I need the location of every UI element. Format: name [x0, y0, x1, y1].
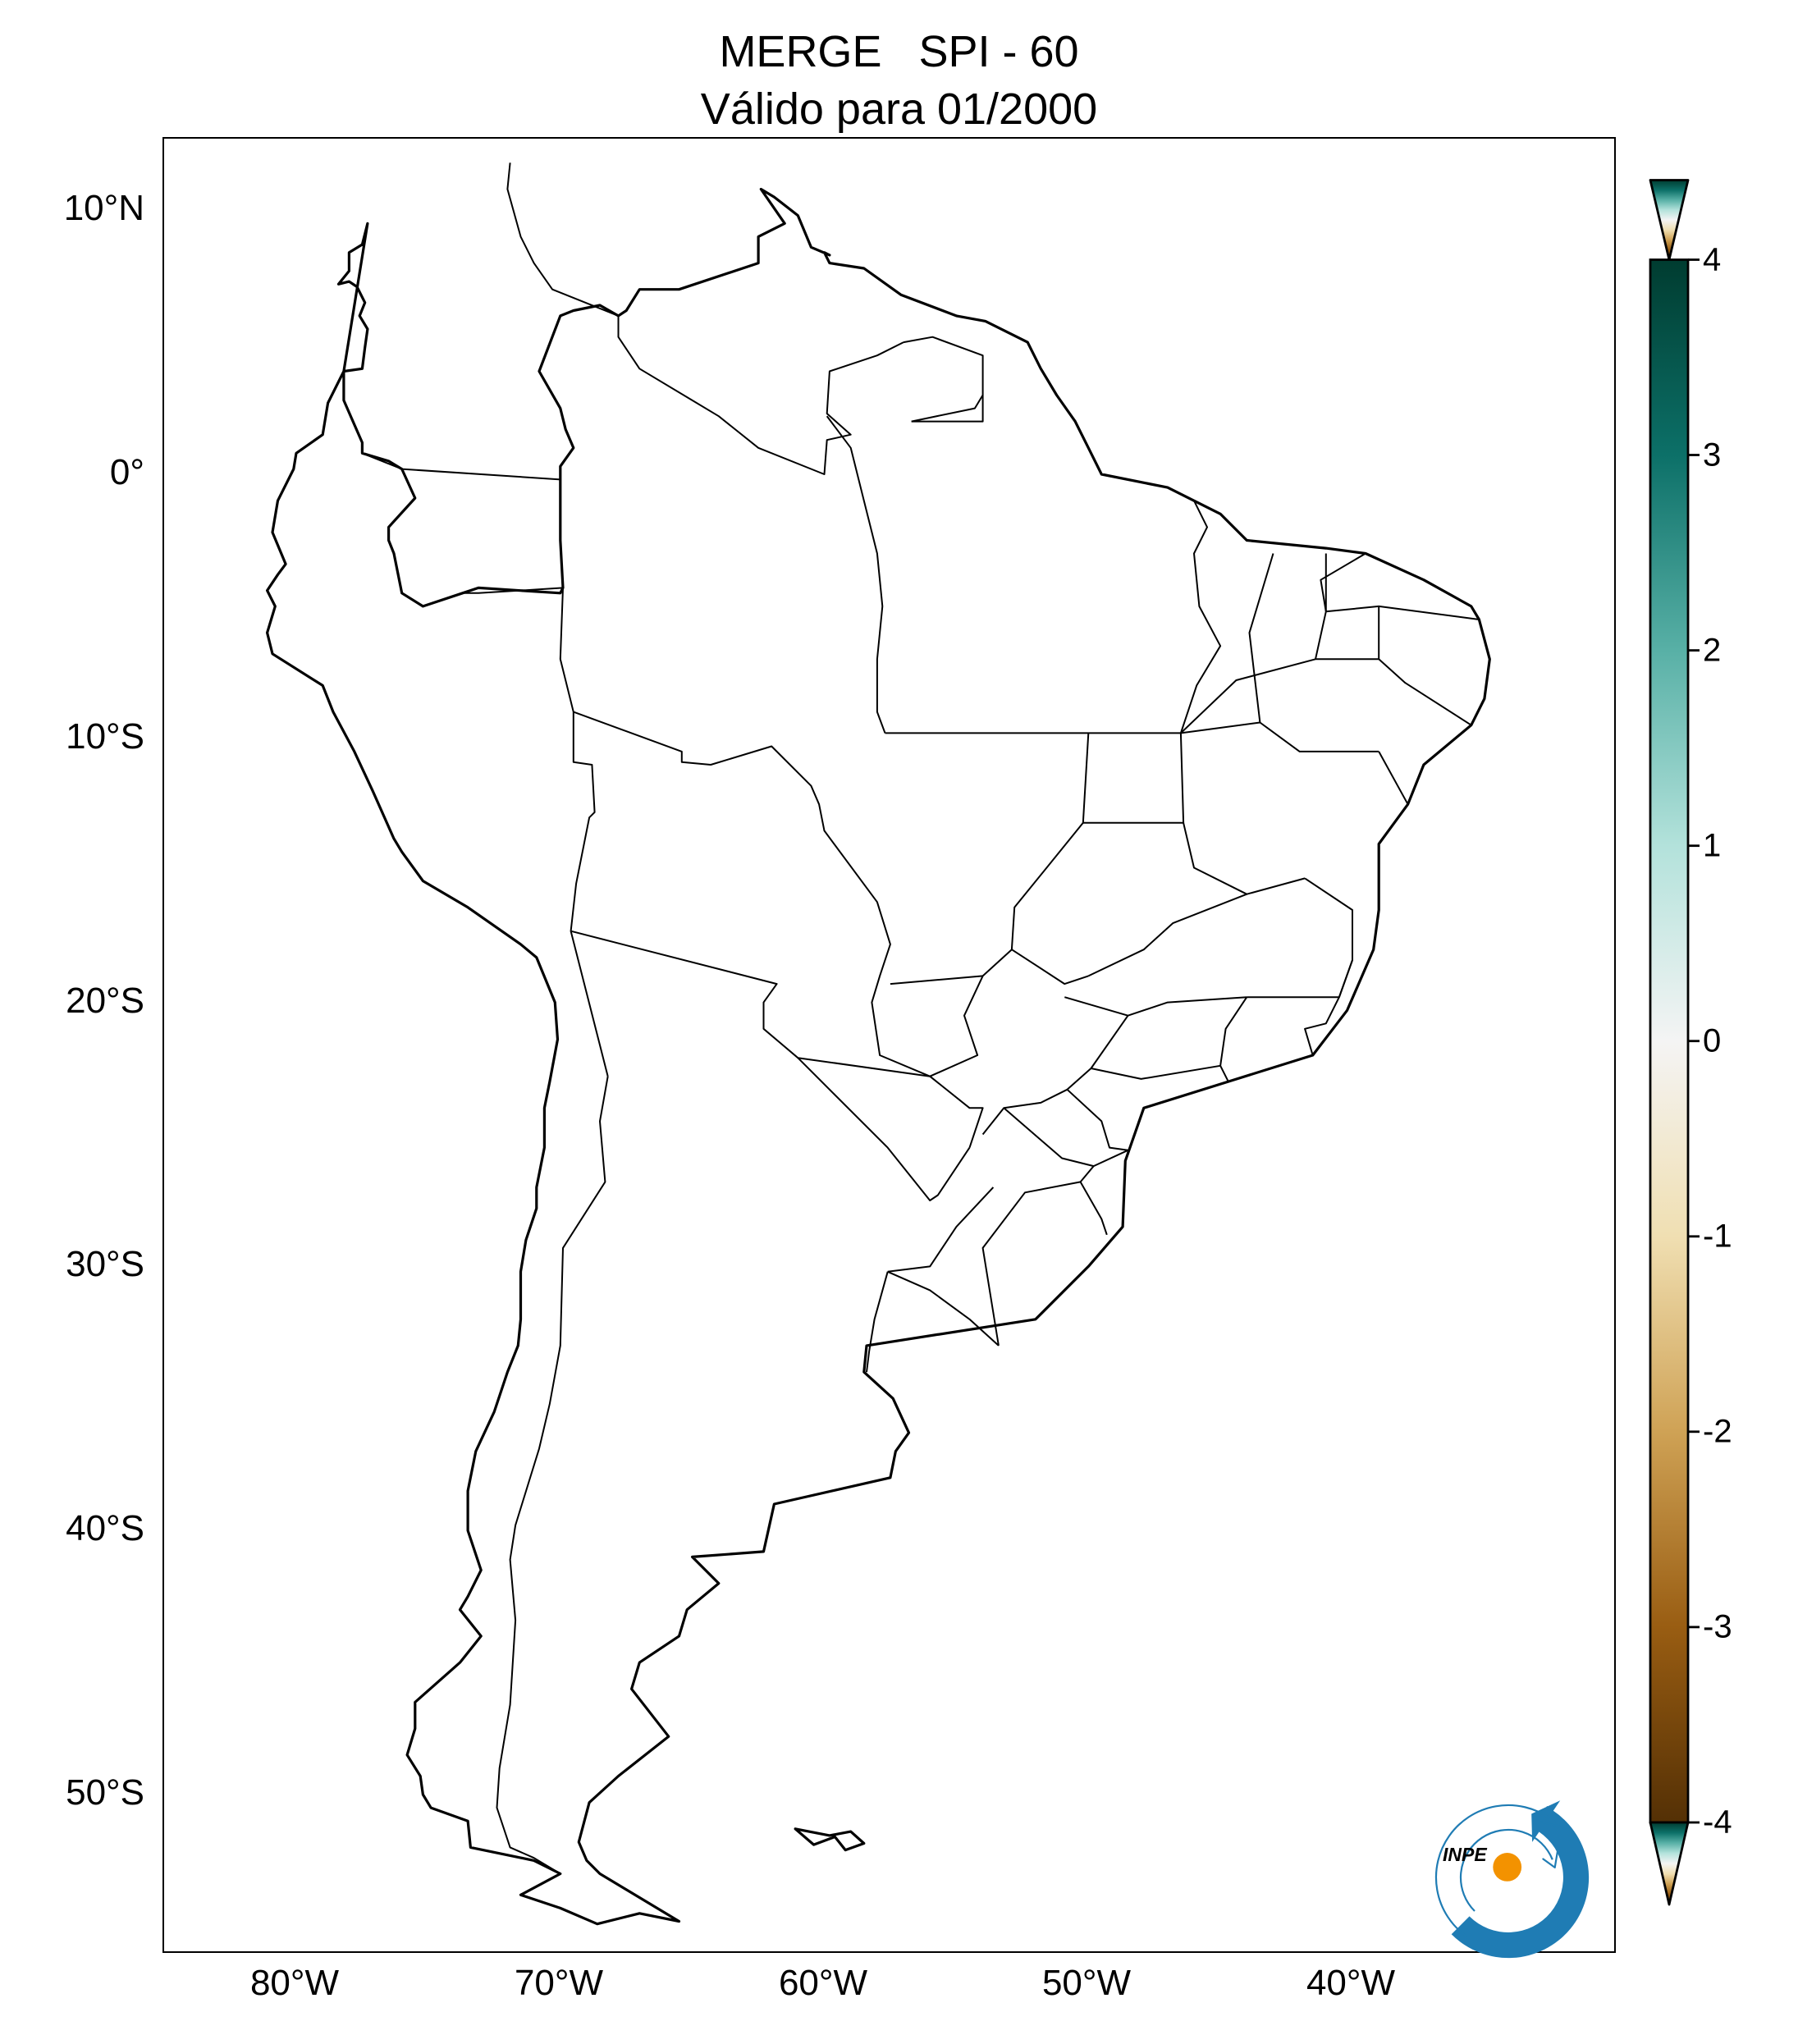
svg-text:INPE: INPE	[1443, 1844, 1487, 1865]
